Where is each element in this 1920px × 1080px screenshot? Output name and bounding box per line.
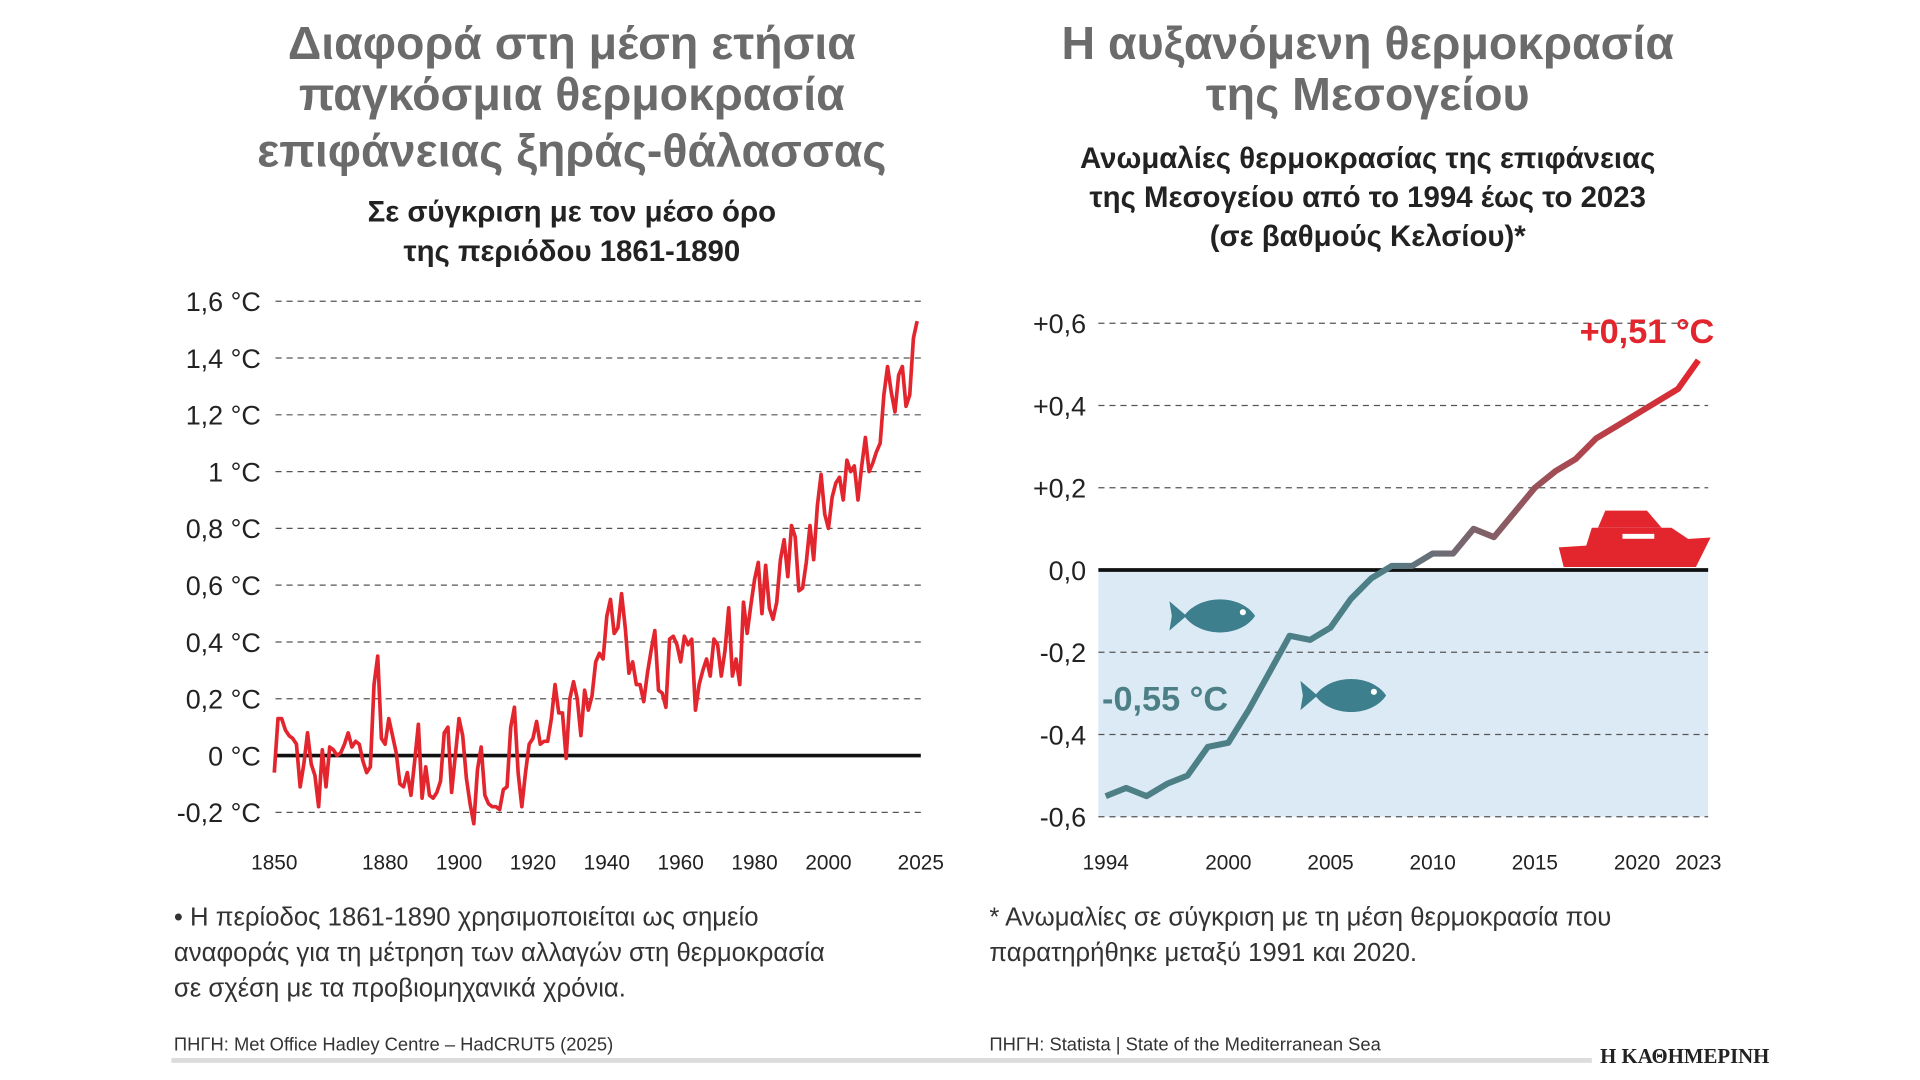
data-line (272, 320, 919, 826)
value-label: -0,55 °C (1102, 680, 1228, 718)
x-tick-label: 1994 (1083, 851, 1129, 874)
chart-subtitle: της Μεσογείου από το 1994 έως το 2023 (1090, 181, 1646, 214)
decorations (1169, 510, 1711, 713)
x-tick-label: 2010 (1410, 851, 1456, 874)
brand: Η ΚΑΘΗΜΕΡΙΝΗ (1600, 1044, 1769, 1068)
y-tick-label: -0,4 (1040, 720, 1086, 750)
y-tick-label: 0,0 (1049, 556, 1086, 586)
chart-title: της Μεσογείου (1206, 68, 1530, 120)
data-line (1104, 358, 1701, 800)
y-tick-label: 1,4 °C (186, 344, 261, 374)
x-tick-label: 1850 (251, 851, 297, 874)
y-tick-label: 0 °C (208, 741, 261, 771)
x-tick-label: 2020 (1614, 851, 1660, 874)
x-tick-label: 2023 (1675, 851, 1721, 874)
x-tick-label: 2000 (805, 851, 851, 874)
x-tick-label: 1920 (510, 851, 556, 874)
y-tick-label: 0,6 °C (186, 571, 261, 601)
chart-subtitle: Σε σύγκριση με τον μέσο όρο (368, 196, 776, 229)
fish (1300, 678, 1387, 713)
y-tick-label: -0,2 °C (177, 798, 261, 828)
y-tick-label: -0,2 (1040, 638, 1086, 668)
footnote: * Ανωμαλίες σε σύγκριση με τη μέση θερμο… (989, 904, 1611, 932)
footnote: αναφοράς για τη μέτρηση των αλλαγών στη … (174, 939, 825, 967)
chart-subtitle: (σε βαθμούς Κελσίου)* (1210, 220, 1527, 253)
x-tick-label: 2025 (898, 851, 944, 874)
chart-title: παγκόσμια θερμοκρασία (299, 68, 845, 120)
chart-title: Διαφορά στη μέση ετήσια (288, 17, 856, 69)
x-tick-label: 1880 (362, 851, 408, 874)
source: ΠΗΓΗ: Statista | State of the Mediterran… (989, 1034, 1381, 1055)
x-tick-label: 2015 (1512, 851, 1558, 874)
boat (1558, 510, 1711, 567)
y-tick-label: 0,2 °C (186, 685, 261, 715)
x-tick-label: 2005 (1307, 851, 1353, 874)
x-tick-label: 1940 (584, 851, 630, 874)
y-tick-label: 1 °C (208, 457, 261, 487)
footnote: σε σχέση με τα προβιομηχανικά χρόνια. (174, 975, 626, 1003)
y-tick-label: +0,2 (1033, 474, 1086, 504)
y-tick-label: 0,4 °C (186, 628, 261, 658)
y-tick-label: 1,2 °C (186, 401, 261, 431)
footnote: παρατηρήθηκε μεταξύ 1991 και 2020. (989, 939, 1417, 967)
footnote: • Η περίοδος 1861-1890 χρησιμοποιείται ω… (174, 904, 759, 932)
footer-rule (171, 1057, 1592, 1063)
y-tick-label: +0,6 (1033, 309, 1086, 339)
y-tick-label: 1,6 °C (186, 287, 261, 317)
fish (1169, 599, 1256, 633)
x-tick-label: 2000 (1205, 851, 1251, 874)
x-tick-label: 1900 (436, 851, 482, 874)
y-tick-label: +0,4 (1033, 391, 1086, 421)
y-tick-label: 0,8 °C (186, 514, 261, 544)
value-label: +0,51 °C (1580, 313, 1715, 351)
y-tick-label: -0,6 (1040, 803, 1086, 833)
chart-title: επιφάνειας ξηράς-θάλασσας (257, 125, 886, 177)
chart-title: Η αυξανόμενη θερμοκρασία (1062, 17, 1675, 69)
chart-subtitle: Ανωμαλίες θερμοκρασίας της επιφάνειας (1080, 142, 1655, 175)
x-tick-label: 1960 (658, 851, 704, 874)
x-tick-label: 1980 (731, 851, 777, 874)
chart-subtitle: της περιόδου 1861-1890 (403, 235, 740, 268)
source: ΠΗΓΗ: Met Office Hadley Centre – HadCRUT… (174, 1034, 613, 1055)
